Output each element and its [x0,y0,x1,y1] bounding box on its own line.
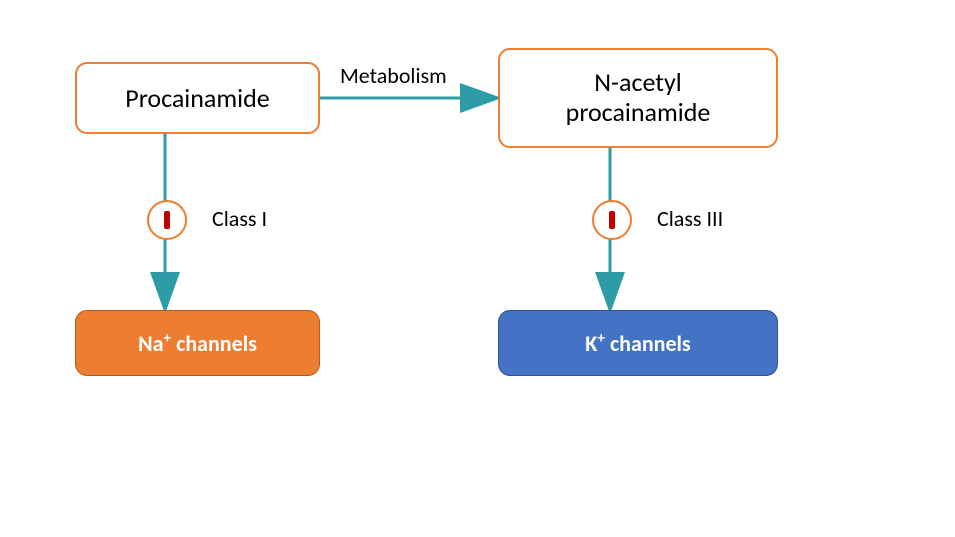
k-sup: + [597,328,605,347]
na-prefix: Na [138,330,163,357]
inhibitor-right-bar [609,211,615,229]
node-na-channels: Na+ channels [75,310,320,376]
node-napa: N-acetyl procainamide [498,48,778,148]
node-procainamide-label: Procainamide [125,82,269,114]
node-napa-line1: N-acetyl [594,66,681,98]
na-sup: + [163,328,171,347]
label-class-1: Class I [212,205,267,232]
label-metabolism: Metabolism [340,62,447,89]
k-prefix: K [585,330,597,357]
label-class-3: Class III [657,205,723,232]
node-procainamide: Procainamide [75,62,320,134]
inhibitor-left-bar [164,211,170,229]
node-napa-label: N-acetyl procainamide [566,68,711,128]
inhibitor-left [147,200,187,240]
node-k-channels: K+ channels [498,310,778,376]
inhibitor-right [592,200,632,240]
node-napa-line2: procainamide [566,96,711,128]
k-suffix: channels [605,330,691,357]
node-k-channels-label: K+ channels [585,330,690,357]
na-suffix: channels [171,330,257,357]
node-na-channels-label: Na+ channels [138,330,257,357]
